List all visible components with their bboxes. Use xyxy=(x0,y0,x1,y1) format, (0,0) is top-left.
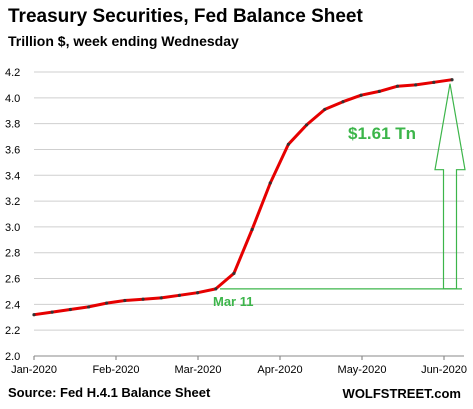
data-point xyxy=(286,142,291,146)
data-point xyxy=(123,298,127,303)
data-point xyxy=(395,84,400,88)
x-tick-label: Feb-2020 xyxy=(92,364,139,376)
data-point xyxy=(432,80,436,84)
x-tick-label: Jun-2020 xyxy=(421,364,467,376)
y-tick-label: 3.6 xyxy=(5,144,20,156)
series xyxy=(32,78,454,317)
y-tick-label: 2.0 xyxy=(5,351,20,363)
data-point xyxy=(86,305,91,309)
grid-lines xyxy=(34,71,464,357)
y-tick-label: 3.0 xyxy=(5,222,20,234)
data-point xyxy=(250,227,254,232)
data-point xyxy=(359,93,363,97)
data-point xyxy=(305,123,309,127)
x-tick-label: Jan-2020 xyxy=(11,364,57,376)
y-tick-label: 4.0 xyxy=(5,93,20,105)
y-tick-label: 3.4 xyxy=(5,170,20,182)
y-tick-label: 4.2 xyxy=(5,67,20,79)
data-point xyxy=(414,83,418,87)
x-tick-label: May-2020 xyxy=(338,364,387,376)
data-point xyxy=(323,107,327,112)
y-tick-label: 3.8 xyxy=(5,119,20,131)
chart-subtitle: Trillion $, week ending Wednesday xyxy=(8,33,239,49)
y-tick-label: 2.6 xyxy=(5,274,20,286)
brand-label: WOLFSTREET.com xyxy=(342,386,461,401)
data-point xyxy=(105,301,109,305)
data-point xyxy=(268,181,272,185)
data-point xyxy=(195,291,200,295)
y-tick-label: 3.2 xyxy=(5,196,20,208)
source-note: Source: Fed H.4.1 Balance Sheet xyxy=(8,385,211,400)
data-point xyxy=(341,100,345,104)
data-point xyxy=(177,293,181,297)
y-axis: 2.0 2.2 2.4 2.6 2.8 3.0 3.2 3.4 3.6 3.8 4.0 4.2 xyxy=(5,67,20,363)
data-point xyxy=(214,287,218,291)
data-point xyxy=(232,271,236,275)
data-point xyxy=(50,310,54,314)
data-point xyxy=(159,296,163,300)
annotations: Mar 11 $1.61 Tn xyxy=(213,83,466,309)
increase-arrow xyxy=(434,83,466,290)
y-tick-label: 2.2 xyxy=(5,325,20,337)
data-point xyxy=(141,297,145,301)
data-point xyxy=(450,78,454,82)
data-point xyxy=(68,307,72,312)
series-line xyxy=(32,78,454,317)
data-point xyxy=(377,89,381,93)
chart-title: Treasury Securities, Fed Balance Sheet xyxy=(8,6,363,27)
increase-label: $1.61 Tn xyxy=(348,124,416,143)
baseline-label: Mar 11 xyxy=(213,294,253,309)
y-tick-label: 2.8 xyxy=(5,248,20,260)
x-axis: Jan-2020 Feb-2020 Mar-2020 Apr-2020 May-2020… xyxy=(11,355,467,376)
x-tick-label: Apr-2020 xyxy=(257,364,302,376)
data-point xyxy=(32,313,36,317)
x-tick-label: Mar-2020 xyxy=(174,364,221,376)
y-tick-label: 2.4 xyxy=(5,299,20,311)
